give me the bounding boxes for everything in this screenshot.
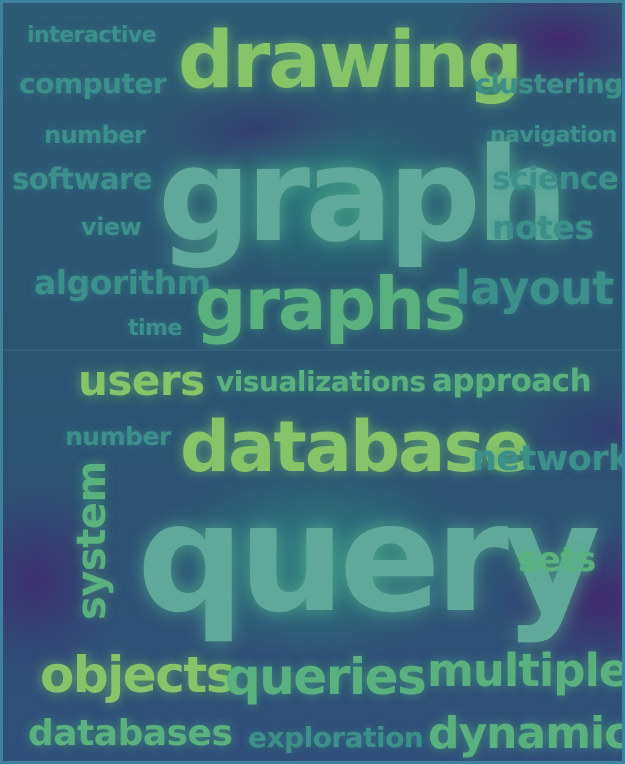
word-software: software xyxy=(12,162,153,196)
word-graph: graph xyxy=(158,119,568,271)
word-exploration: exploration xyxy=(248,721,424,754)
word-interactive: interactive xyxy=(27,23,157,48)
word-database: database xyxy=(180,406,531,488)
word-navigation: navigation xyxy=(490,123,617,148)
word-multiple: multiple xyxy=(427,644,625,697)
word-drawing: drawing xyxy=(178,16,523,106)
word-number-top: number xyxy=(44,121,146,149)
word-databases: databases xyxy=(28,713,233,754)
word-query: query xyxy=(137,472,601,646)
word-network: network xyxy=(472,439,625,479)
word-notes: notes xyxy=(492,208,594,247)
word-sets: sets xyxy=(518,540,596,580)
word-queries: queries xyxy=(225,648,427,706)
word-users: users xyxy=(78,356,205,405)
word-science: science xyxy=(492,161,619,197)
word-clustering: clustering xyxy=(475,69,623,100)
word-number-bottom: number xyxy=(65,422,171,451)
word-objects: objects xyxy=(40,646,236,704)
word-computer: computer xyxy=(19,67,167,100)
word-graphs: graphs xyxy=(195,262,466,346)
panel-divider xyxy=(0,349,625,351)
word-time: time xyxy=(128,316,182,341)
word-visualizations: visualizations xyxy=(216,365,426,398)
word-view: view xyxy=(81,213,142,241)
word-approach: approach xyxy=(432,363,592,399)
word-algorithm: algorithm xyxy=(34,263,211,302)
word-layout: layout xyxy=(455,261,614,315)
word-dynamic: dynamic xyxy=(428,708,625,759)
